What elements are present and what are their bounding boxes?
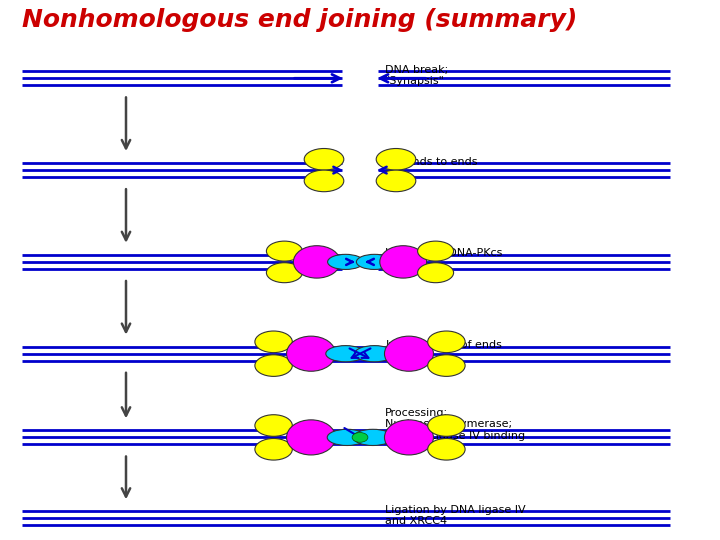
Ellipse shape — [428, 438, 465, 460]
Ellipse shape — [377, 170, 416, 192]
Text: DNA break;
"Synapsis": DNA break; "Synapsis" — [385, 65, 449, 86]
Ellipse shape — [304, 148, 344, 170]
Ellipse shape — [325, 346, 365, 362]
Ellipse shape — [428, 331, 465, 353]
Ellipse shape — [255, 415, 292, 436]
Ellipse shape — [352, 433, 368, 442]
Ellipse shape — [355, 346, 395, 362]
Ellipse shape — [266, 241, 302, 261]
Ellipse shape — [428, 415, 465, 436]
Text: Processing;
Nuclease, polymerase;
XRCC4, Ligase IV binding: Processing; Nuclease, polymerase; XRCC4,… — [385, 408, 526, 441]
Ellipse shape — [380, 246, 426, 278]
Ellipse shape — [304, 170, 344, 192]
Ellipse shape — [327, 429, 366, 445]
Ellipse shape — [255, 438, 292, 460]
Text: Nonhomologous end joining (summary): Nonhomologous end joining (summary) — [22, 8, 577, 32]
Ellipse shape — [356, 254, 392, 269]
Text: Ku binds to ends: Ku binds to ends — [385, 157, 477, 167]
Ellipse shape — [428, 355, 465, 376]
Text: Juxtaposition of ends: Juxtaposition of ends — [385, 340, 502, 350]
Ellipse shape — [287, 336, 336, 372]
Ellipse shape — [294, 246, 340, 278]
Ellipse shape — [384, 420, 433, 455]
Ellipse shape — [255, 331, 292, 353]
Ellipse shape — [418, 241, 454, 261]
Text: Ligation by DNA ligase IV
and XRCC4: Ligation by DNA ligase IV and XRCC4 — [385, 505, 526, 526]
Ellipse shape — [354, 429, 393, 445]
Text: Ku recruits DNA-PKcs: Ku recruits DNA-PKcs — [385, 248, 503, 259]
Ellipse shape — [418, 262, 454, 283]
Ellipse shape — [255, 355, 292, 376]
Ellipse shape — [328, 254, 364, 269]
Ellipse shape — [377, 148, 416, 170]
Ellipse shape — [266, 262, 302, 283]
Ellipse shape — [287, 420, 336, 455]
Ellipse shape — [384, 336, 433, 372]
